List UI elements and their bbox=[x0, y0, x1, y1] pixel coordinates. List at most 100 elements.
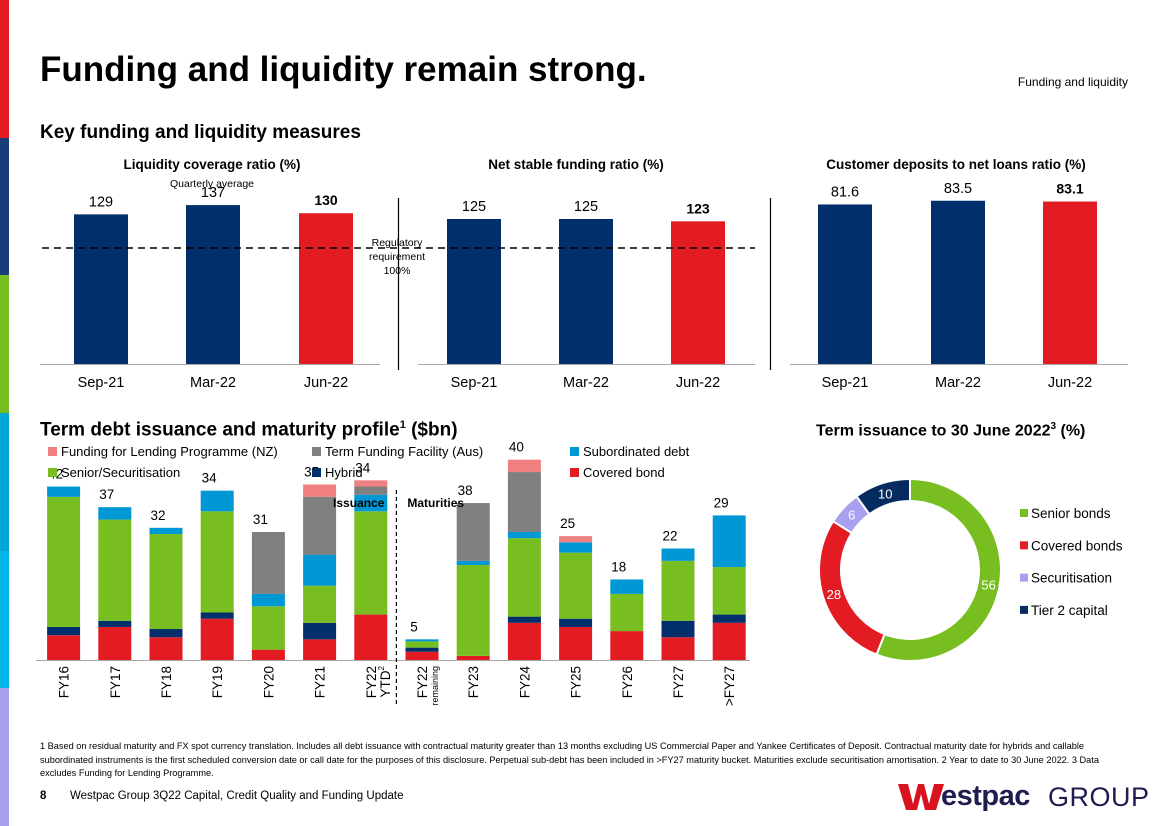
bar-mar-22 bbox=[559, 219, 613, 364]
legend-swatch bbox=[570, 447, 579, 456]
value-label: 83.1 bbox=[1056, 181, 1083, 197]
total-label: 5 bbox=[410, 619, 418, 634]
total-label: 25 bbox=[560, 516, 575, 531]
bar-segment-cyan bbox=[457, 561, 490, 565]
legend-swatch bbox=[312, 468, 321, 477]
bar-segment-navy bbox=[508, 617, 541, 623]
page-number: 8 bbox=[40, 790, 46, 802]
bar-segment-cyan bbox=[150, 528, 183, 534]
total-label: 18 bbox=[611, 559, 626, 574]
bar-mar-22 bbox=[186, 205, 240, 364]
bar-jun-22 bbox=[299, 213, 353, 364]
value-label: 130 bbox=[314, 192, 338, 208]
category-label: Jun-22 bbox=[1048, 375, 1092, 391]
legend-label: Tier 2 capital bbox=[1031, 603, 1108, 618]
bar-segment-cyan bbox=[610, 579, 643, 593]
category-sublabel: YTD2 bbox=[377, 665, 393, 697]
donut-slice-label: 56 bbox=[981, 577, 995, 592]
legend-label: Covered bonds bbox=[1031, 538, 1123, 553]
bar-segment-grey bbox=[252, 532, 285, 594]
category-sup: 2 bbox=[377, 665, 386, 670]
value-label: 129 bbox=[89, 194, 113, 210]
chart-title: Customer deposits to net loans ratio (%) bbox=[826, 157, 1086, 172]
regulatory-label: 100% bbox=[384, 265, 411, 277]
term-debt-chart: 42FY1637FY1732FY1834FY1931FY2035FY2134FY… bbox=[36, 440, 750, 706]
value-label: 81.6 bbox=[831, 184, 859, 200]
bar-segment-navy bbox=[713, 615, 746, 623]
total-label: 37 bbox=[99, 487, 114, 502]
logo-wordmark: estpac bbox=[941, 780, 1030, 813]
bar-jun-22 bbox=[1043, 202, 1097, 364]
ratio-chart-lcr: Liquidity coverage ratio (%)Quarterly av… bbox=[40, 157, 380, 391]
total-label: 32 bbox=[150, 508, 165, 523]
bar-segment-red bbox=[508, 623, 541, 660]
bar-segment-green bbox=[150, 534, 183, 629]
term-issuance-donut: 56 28 6 10 Senior bonds Covered bonds Securiti… bbox=[819, 479, 1123, 661]
regulatory-label: requirement bbox=[369, 251, 425, 263]
legend-swatch bbox=[1020, 606, 1028, 614]
bar-segment-cyan bbox=[662, 548, 695, 560]
category-label: FY24 bbox=[517, 666, 532, 699]
total-label: 31 bbox=[253, 512, 268, 527]
bar-segment-red bbox=[201, 619, 234, 660]
bar-segment-pink bbox=[354, 480, 387, 486]
category-label: FY22 bbox=[415, 666, 430, 698]
bar-segment-green bbox=[47, 497, 80, 627]
category-label: Jun-22 bbox=[676, 375, 720, 391]
bar-segment-cyan bbox=[47, 487, 80, 497]
ratio-chart-nsfr: Net stable funding ratio (%)125Sep-21125… bbox=[418, 157, 755, 391]
bar-segment-pink bbox=[303, 484, 336, 496]
bar-segment-green bbox=[508, 538, 541, 616]
legend-swatch bbox=[570, 468, 579, 477]
category-sublabel: remaining bbox=[430, 666, 440, 706]
legend-label: Senior/Securitisation bbox=[61, 465, 180, 480]
category-label: FY23 bbox=[466, 666, 481, 698]
bar-segment-navy bbox=[47, 627, 80, 635]
bar-segment-navy bbox=[406, 648, 439, 652]
bar-segment-grey bbox=[303, 497, 336, 555]
category-label: FY25 bbox=[569, 666, 584, 698]
bar-segment-green bbox=[559, 553, 592, 619]
category-label: FY18 bbox=[159, 666, 174, 698]
bar-sep-21 bbox=[818, 204, 872, 364]
donut-slice-label: 6 bbox=[848, 508, 855, 523]
legend-swatch bbox=[48, 468, 57, 477]
bar-segment-green bbox=[354, 511, 387, 614]
category-label: Sep-21 bbox=[822, 375, 869, 391]
bar-segment-navy bbox=[662, 621, 695, 638]
bar-segment-cyan bbox=[713, 515, 746, 567]
bar-segment-cyan bbox=[508, 532, 541, 538]
bar-segment-green bbox=[98, 520, 131, 621]
legend-label: Covered bond bbox=[583, 465, 665, 480]
legend-swatch bbox=[48, 447, 57, 456]
legend-label: Securitisation bbox=[1031, 571, 1112, 586]
bar-segment-navy bbox=[559, 619, 592, 627]
chart-title: Net stable funding ratio (%) bbox=[488, 157, 664, 172]
donut-slice-senior-bonds bbox=[877, 479, 1001, 661]
bar-segment-green bbox=[303, 586, 336, 623]
bar-segment-red bbox=[662, 637, 695, 660]
category-label: FY19 bbox=[210, 666, 225, 698]
category-label: Mar-22 bbox=[190, 375, 236, 391]
bar-segment-green bbox=[713, 567, 746, 615]
category-label: Jun-22 bbox=[304, 375, 348, 391]
bar-segment-cyan bbox=[252, 594, 285, 606]
value-label: 137 bbox=[201, 185, 225, 201]
bar-segment-cyan bbox=[98, 507, 131, 519]
donut-slice-label: 28 bbox=[827, 587, 841, 602]
chart-title: Liquidity coverage ratio (%) bbox=[123, 157, 300, 172]
bar-segment-grey bbox=[354, 487, 387, 495]
bar-segment-green bbox=[201, 511, 234, 612]
total-label: 40 bbox=[509, 440, 524, 455]
logo-group-text: GROUP bbox=[1048, 782, 1150, 813]
bar-segment-cyan bbox=[559, 542, 592, 552]
legend-label: Senior bonds bbox=[1031, 506, 1111, 521]
bar-segment-cyan bbox=[303, 555, 336, 586]
category-label: Mar-22 bbox=[935, 375, 981, 391]
bar-segment-red bbox=[252, 650, 285, 660]
value-label: 125 bbox=[574, 199, 598, 215]
bar-segment-green bbox=[252, 606, 285, 649]
regulatory-label: Regulatory bbox=[372, 237, 424, 249]
bar-segment-green bbox=[406, 641, 439, 647]
bar-segment-red bbox=[47, 635, 80, 660]
